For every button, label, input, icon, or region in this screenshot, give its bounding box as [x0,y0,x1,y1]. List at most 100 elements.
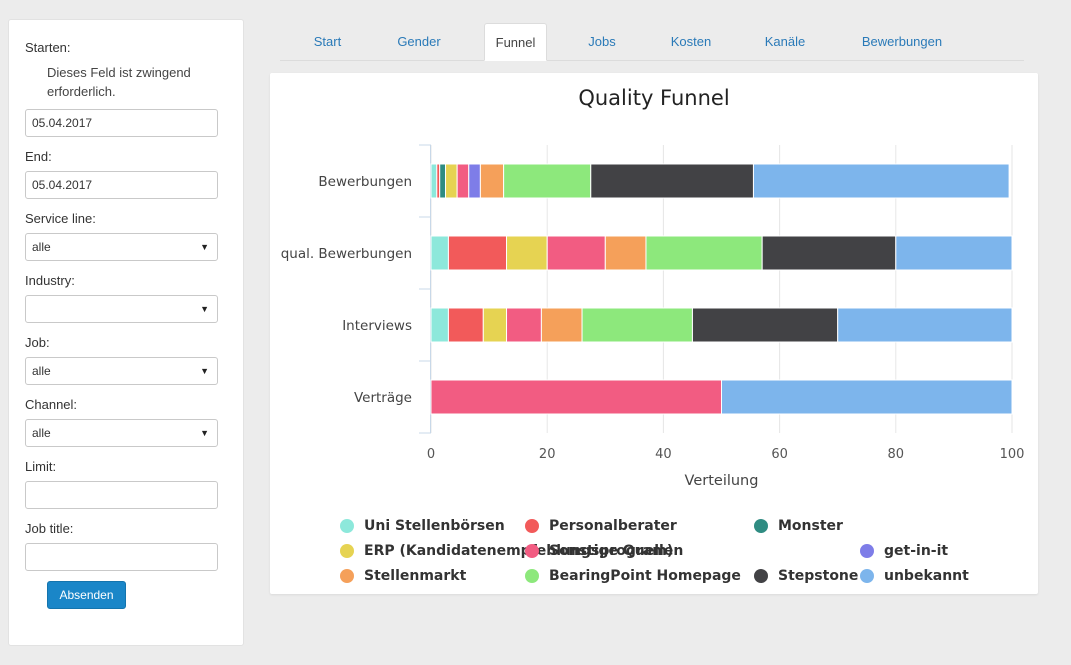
bar-segment [456,163,470,199]
legend-label: Personalberater [549,518,677,534]
caret-down-icon: ▼ [200,242,209,252]
legend-label: Monster [778,518,843,534]
legend-marker [525,544,539,558]
channel-value: alle [32,426,51,440]
x-tick-label: 100 [1000,447,1025,462]
chart-title: Quality Funnel [578,86,730,110]
tab-bar: Start Gender Funnel Jobs Kosten Kanäle B… [280,23,1024,61]
x-tick-label: 20 [539,447,556,462]
service-line-value: alle [32,240,51,254]
legend-marker [340,519,354,533]
job-title-label: Job title: [25,521,74,536]
x-tick-label: 40 [655,447,672,462]
bar-segment [581,307,693,343]
legend-marker [525,569,539,583]
legend-row: Uni Stellenbörsen Personalberater Monster [340,518,1030,543]
bar-segment [546,235,606,271]
start-label: Starten: [25,40,71,55]
caret-down-icon: ▼ [200,428,209,438]
legend-item[interactable]: Personalberater [525,518,677,534]
tab-bewerbungen[interactable]: Bewerbungen [861,34,943,49]
legend-item[interactable]: ERP (Kandidatenempfehlungsprogram) [340,543,673,559]
tab-kanaele[interactable]: Kanäle [764,34,806,49]
legend-label: Stellenmarkt [364,568,467,584]
legend-item[interactable]: Stepstone [754,568,858,584]
bar-segment [506,307,542,343]
bar-segment [895,235,1013,271]
start-date-input[interactable] [25,109,218,137]
legend-item[interactable]: Monster [754,518,843,534]
job-label: Job: [25,335,50,350]
end-date-input[interactable] [25,171,218,199]
submit-button[interactable]: Absenden [47,581,126,609]
legend-marker [754,519,768,533]
legend-label: get-in-it [884,543,949,559]
bar-segment [752,163,1010,199]
end-label: End: [25,149,52,164]
limit-input[interactable] [25,481,218,509]
legend-row: ERP (Kandidatenempfehlungsprogram) Sonsti… [340,543,1030,568]
y-category-label: qual. Bewerbungen [281,246,412,262]
bar-segment [430,379,722,415]
tab-kosten[interactable]: Kosten [670,34,712,49]
required-message: Dieses Feld ist zwingend erforderlich. [47,65,191,99]
y-category-label: Bewerbungen [318,174,412,190]
bar-segment [439,163,447,199]
legend-marker [860,544,874,558]
legend-label: Stepstone [778,568,859,584]
y-category-label: Interviews [342,318,412,334]
bar-segment [645,235,763,271]
filter-sidebar: Starten: Dieses Feld ist zwingend erford… [8,19,244,646]
legend-item[interactable]: BearingPoint Homepage [525,568,741,584]
bar-segment [430,235,449,271]
caret-down-icon: ▼ [200,304,209,314]
bar-segment [430,307,449,343]
tab-jobs[interactable]: Jobs [588,34,616,49]
bar-segment [721,379,1013,415]
bar-segment [540,307,583,343]
bar-segment [691,307,839,343]
x-tick-label: 80 [888,447,905,462]
tab-start[interactable]: Start [313,34,342,49]
channel-label: Channel: [25,397,78,412]
chart-legend: Uni Stellenbörsen Personalberater Monster E… [340,518,1030,593]
legend-item[interactable]: unbekannt [860,568,969,584]
legend-row: Stellenmarkt BearingPoint Homepage Stepsto… [340,568,1030,593]
job-select[interactable]: alle ▼ [25,357,218,385]
legend-marker [754,569,768,583]
bar-segment [503,163,592,199]
bar-segment [479,163,505,199]
job-title-input[interactable] [25,543,218,571]
channel-select[interactable]: alle ▼ [25,419,218,447]
x-axis-title: Verteilung [685,473,759,489]
legend-label: Uni Stellenbörsen [364,518,505,534]
legend-item[interactable]: Stellenmarkt [340,568,466,584]
legend-marker [525,519,539,533]
x-tick-label: 0 [427,447,435,462]
bar-segment [447,307,484,343]
bar-segment [468,163,481,199]
service-line-select[interactable]: alle ▼ [25,233,218,261]
bar-segment [482,307,508,343]
limit-label: Limit: [25,459,57,474]
service-line-label: Service line: [25,211,96,226]
legend-label: BearingPoint Homepage [549,568,741,584]
tab-gender[interactable]: Gender [397,34,441,49]
legend-item[interactable]: Uni Stellenbörsen [340,518,505,534]
legend-item[interactable]: get-in-it [860,543,948,559]
x-tick-label: 60 [771,447,788,462]
industry-label: Industry: [25,273,75,288]
bar-segment [430,163,438,199]
bar-segment [445,163,458,199]
legend-item[interactable]: Sonstige Quellen [525,543,683,559]
legend-marker [340,569,354,583]
chart-panel: Quality Funnel 0 20 40 60 80 100 Bewerbungen qu… [270,73,1038,594]
legend-marker [860,569,874,583]
caret-down-icon: ▼ [200,366,209,376]
tab-funnel[interactable]: Funnel [484,23,547,61]
legend-marker [340,544,354,558]
job-value: alle [32,364,51,378]
bar-segment [447,235,508,271]
industry-select[interactable]: ▼ [25,295,218,323]
y-category-label: Verträge [354,390,412,406]
